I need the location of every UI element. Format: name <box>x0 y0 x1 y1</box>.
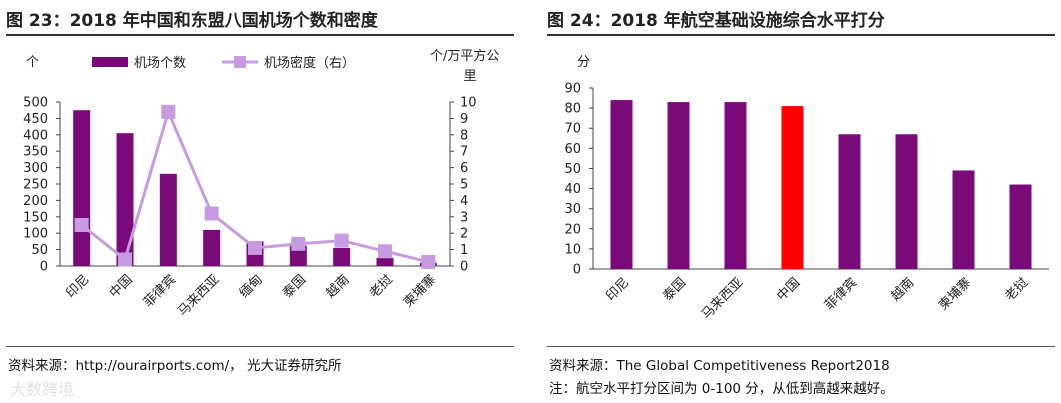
x-category-label: 马来西亚 <box>175 272 222 319</box>
left-y-tick-label: 150 <box>23 210 48 225</box>
x-category-label: 老挝 <box>367 272 396 301</box>
x-category-label: 菲律宾 <box>140 272 179 311</box>
bar-score <box>667 102 690 269</box>
density-point-marker <box>204 206 219 221</box>
right-y-tick-label: 8 <box>460 128 468 143</box>
density-point-marker <box>118 252 132 267</box>
bar-score <box>781 106 804 269</box>
x-category-label: 越南 <box>888 275 918 305</box>
left-y-tick-label: 200 <box>23 194 48 209</box>
bar-score <box>724 102 747 269</box>
figure-24-top-rule <box>547 34 1055 36</box>
left-y-tick-label: 400 <box>23 128 48 143</box>
figure-23-panel: 图 23：2018 年中国和东盟八国机场个数和密度 0 50 100 150 200 25… <box>0 0 520 403</box>
bar-score <box>838 134 861 269</box>
x-category-label: 柬埔寨 <box>400 272 439 311</box>
y-tick-label: 30 <box>564 202 581 217</box>
y-tick-label: 60 <box>564 142 581 157</box>
left-y-tick-label: 300 <box>23 161 48 176</box>
legend-label-line: 机场密度（右） <box>264 55 355 71</box>
left-y-tick-label: 50 <box>31 243 48 258</box>
bar-score <box>610 100 633 269</box>
right-y-axis-title-wrap: 里 <box>463 69 476 84</box>
density-point-marker <box>161 104 176 119</box>
density-point-marker <box>334 233 349 248</box>
watermark-text: 大数跨境 <box>10 380 75 399</box>
x-category-label: 印尼 <box>63 272 92 301</box>
bar-score <box>952 170 975 269</box>
density-series-line <box>80 107 429 264</box>
figure-23-title: 图 23：2018 年中国和东盟八国机场个数和密度 <box>6 11 378 31</box>
legend-label-bar: 机场个数 <box>134 56 186 71</box>
bar-airport-count <box>159 173 177 266</box>
legend-swatch-marker <box>234 56 246 68</box>
right-y-tick-label: 3 <box>460 210 468 225</box>
figure-23-top-rule <box>6 34 514 36</box>
y-axis-title: 分 <box>577 55 590 70</box>
density-point-marker <box>291 236 306 251</box>
legend-swatch-bar <box>92 57 128 67</box>
y-tick-label: 20 <box>564 222 581 237</box>
figure-24-source: 资料来源：The Global Competitiveness Report20… <box>549 358 890 374</box>
left-y-tick-label: 350 <box>23 145 48 160</box>
x-category-label: 泰国 <box>280 272 309 301</box>
right-y-tick-label: 1 <box>460 243 468 258</box>
x-category-label: 马来西亚 <box>699 275 746 322</box>
figure-24-title: 图 24：2018 年航空基础设施综合水平打分 <box>547 11 885 31</box>
figure-24-note: 注：航空水平打分区间为 0-100 分，从低到高越来越好。 <box>549 381 894 397</box>
right-y-tick-label: 7 <box>460 145 468 160</box>
y-tick-label: 90 <box>564 82 581 97</box>
y-tick-label: 0 <box>573 263 581 278</box>
right-y-tick-label: 0 <box>460 260 468 275</box>
left-y-tick-label: 500 <box>23 96 48 111</box>
left-y-tick-label: 250 <box>23 178 48 193</box>
x-category-label: 越南 <box>323 272 353 302</box>
right-y-tick-label: 2 <box>460 227 468 242</box>
x-category-label: 中国 <box>107 272 136 301</box>
right-y-tick-label: 4 <box>460 194 468 209</box>
left-y-tick-label: 450 <box>23 112 48 127</box>
y-tick-label: 50 <box>564 162 581 177</box>
right-y-tick-label: 9 <box>460 112 468 127</box>
density-point-marker <box>248 240 262 255</box>
y-tick-label: 10 <box>564 242 581 257</box>
left-y-tick-label: 0 <box>40 260 48 275</box>
x-category-label: 缅甸 <box>237 272 266 301</box>
right-y-axis-title: 个/万平方公 <box>430 48 499 64</box>
figure-24-bottom-rule <box>547 346 1055 347</box>
x-category-label: 中国 <box>774 275 803 304</box>
y-tick-label: 70 <box>564 122 581 137</box>
figure-23-source: 资料来源：http://ourairports.com/， 光大证券研究所 <box>8 358 342 374</box>
left-y-tick-label: 100 <box>23 227 48 242</box>
figure-24-panel: 图 24：2018 年航空基础设施综合水平打分 0 10 20 30 40 50 60 70 8… <box>541 0 1061 403</box>
density-point-marker <box>378 244 392 259</box>
right-y-tick-label: 10 <box>460 96 477 111</box>
bar-airport-count <box>203 229 221 266</box>
density-point-marker <box>421 254 436 269</box>
left-y-axis-title: 个 <box>26 55 39 70</box>
bar-score <box>1009 184 1032 269</box>
right-y-tick-label: 5 <box>460 178 468 193</box>
x-category-label: 老挝 <box>1002 275 1031 304</box>
bar-airport-count <box>73 110 91 266</box>
x-category-label: 泰国 <box>660 275 689 304</box>
density-point-marker <box>74 218 89 232</box>
right-y-tick-label: 6 <box>460 161 468 176</box>
x-category-label: 印尼 <box>603 275 632 304</box>
bar-airport-count <box>376 257 394 266</box>
figure-23-bottom-rule <box>6 346 514 347</box>
figure-24-chart: 0 10 20 30 40 50 60 70 80 90 分印尼 泰国 马来西亚 中国 菲律宾 越南 柬埔寨老… <box>564 55 1049 323</box>
bar-score <box>895 134 918 269</box>
bar-airport-count <box>116 133 134 266</box>
x-category-label: 柬埔寨 <box>935 275 974 314</box>
bar-airport-count <box>333 247 351 266</box>
y-tick-label: 40 <box>564 182 581 197</box>
x-category-label: 菲律宾 <box>821 275 860 314</box>
y-tick-label: 80 <box>564 102 581 117</box>
